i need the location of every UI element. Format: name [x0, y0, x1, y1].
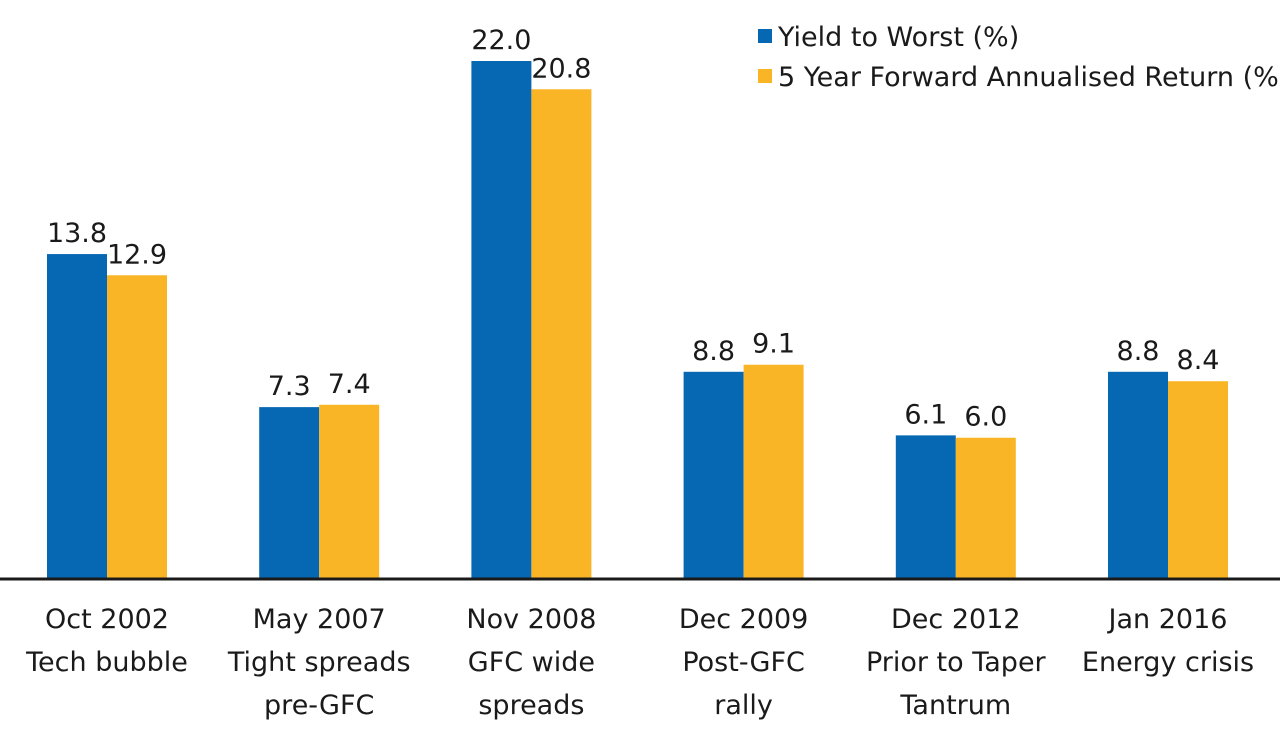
category-label: Dec 2012 [891, 604, 1021, 635]
value-label: 13.8 [47, 218, 107, 249]
category-label: Post-GFC [682, 647, 805, 678]
value-label: 6.0 [964, 402, 1007, 433]
category-label: Jan 2016 [1107, 604, 1228, 635]
bar-yield-to-worst-0 [47, 254, 107, 579]
bar-forward-return-0 [107, 275, 167, 579]
legend: Yield to Worst (%) 5 Year Forward Annuali… [758, 22, 1280, 93]
value-label: 7.3 [268, 371, 311, 402]
category-label: Prior to Taper [866, 647, 1047, 678]
bar-yield-to-worst-4 [895, 435, 956, 579]
category-label: spreads [478, 690, 584, 721]
value-label: 22.0 [471, 25, 531, 56]
category-label: GFC wide [468, 647, 595, 678]
value-label: 20.8 [531, 53, 591, 84]
legend-swatch [758, 29, 772, 43]
bars-group [47, 61, 1228, 579]
bar-forward-return-4 [955, 437, 1016, 579]
category-label: Energy crisis [1082, 647, 1254, 678]
category-labels-group: Oct 2002 Tech bubble May 2007 Tight spreads… [25, 604, 1254, 721]
category-label: Tight spreads [227, 647, 411, 678]
legend-swatch [758, 69, 772, 83]
category-label: Oct 2002 [45, 604, 169, 635]
legend-label: 5 Year Forward Annualised Return (%) [778, 62, 1280, 93]
bar-forward-return-5 [1168, 381, 1228, 579]
value-label: 8.8 [1117, 336, 1160, 367]
bar-yield-to-worst-2 [471, 61, 532, 579]
legend-label: Yield to Worst (%) [777, 22, 1019, 53]
category-label: Dec 2009 [679, 604, 809, 635]
value-label: 7.4 [328, 369, 371, 400]
category-label: Nov 2008 [466, 604, 596, 635]
category-label: pre-GFC [264, 690, 374, 721]
bar-forward-return-3 [743, 364, 804, 579]
value-label: 8.8 [692, 336, 735, 367]
bar-yield-to-worst-3 [683, 371, 744, 579]
value-label: 12.9 [107, 239, 167, 270]
bar-yield-to-worst-1 [259, 407, 320, 579]
value-label: 6.1 [904, 399, 947, 430]
category-label: Tech bubble [25, 647, 188, 678]
bar-forward-return-2 [531, 89, 592, 579]
value-label: 9.1 [752, 329, 795, 360]
value-labels-group: 13.812.9 7.3 7.4 22.020.8 8.8 9.1 6.1 6.0 8.8 8.4 [47, 25, 1220, 433]
category-label: May 2007 [253, 604, 386, 635]
bar-yield-to-worst-5 [1108, 371, 1168, 579]
bar-forward-return-1 [319, 404, 380, 579]
value-label: 8.4 [1177, 345, 1220, 376]
category-label: Tantrum [899, 690, 1011, 721]
category-label: rally [714, 690, 773, 721]
